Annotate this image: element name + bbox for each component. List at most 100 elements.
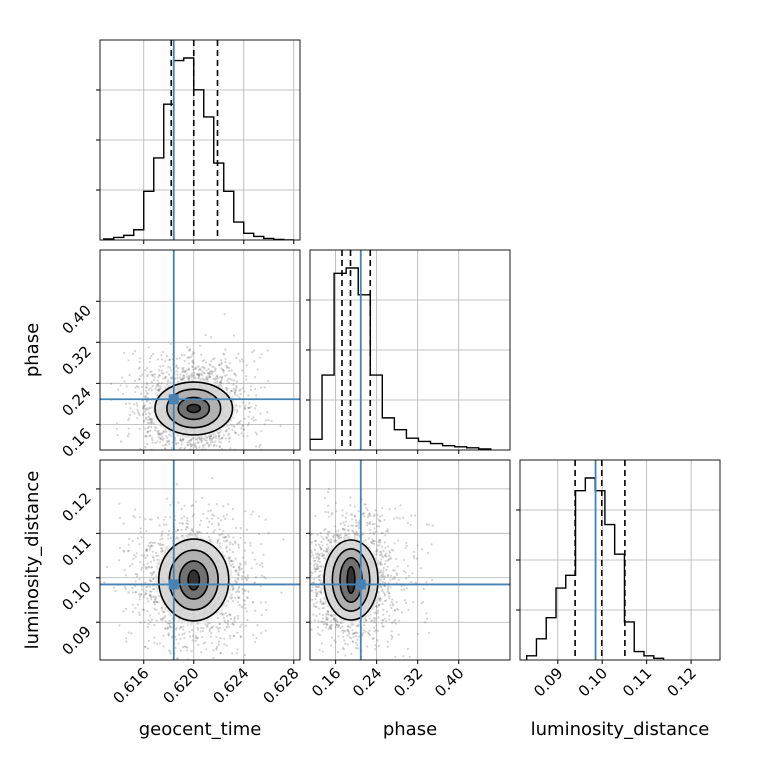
sample-point bbox=[160, 358, 163, 361]
sample-point bbox=[181, 522, 185, 526]
sample-point bbox=[319, 531, 323, 535]
sample-point bbox=[260, 353, 263, 356]
sample-point bbox=[165, 453, 167, 455]
sample-point bbox=[219, 651, 223, 655]
sample-point bbox=[138, 366, 141, 369]
sample-point bbox=[149, 370, 152, 374]
sample-point bbox=[151, 572, 154, 576]
sample-point bbox=[202, 512, 205, 516]
sample-point bbox=[201, 636, 204, 639]
sample-point bbox=[141, 608, 144, 611]
sample-point bbox=[237, 596, 240, 600]
sample-point bbox=[188, 630, 191, 633]
sample-point bbox=[145, 435, 148, 438]
sample-point bbox=[341, 629, 344, 632]
sample-point bbox=[190, 455, 192, 457]
sample-point bbox=[341, 625, 344, 628]
sample-point bbox=[232, 587, 235, 590]
sample-point bbox=[220, 453, 222, 455]
sample-point bbox=[147, 619, 150, 622]
sample-point bbox=[148, 425, 151, 428]
sample-point bbox=[237, 546, 240, 549]
sample-point bbox=[209, 372, 212, 375]
sample-point bbox=[264, 419, 268, 422]
sample-point bbox=[150, 590, 153, 593]
sample-point bbox=[135, 552, 138, 555]
sample-point bbox=[135, 575, 139, 578]
sample-point bbox=[180, 440, 184, 443]
sample-point bbox=[140, 566, 143, 569]
sample-point bbox=[207, 452, 209, 454]
sample-point bbox=[237, 352, 240, 355]
sample-point bbox=[158, 432, 162, 435]
sample-point bbox=[393, 575, 396, 579]
sample-point bbox=[244, 607, 247, 610]
sample-point bbox=[212, 531, 215, 534]
sample-point bbox=[379, 550, 382, 553]
sample-point bbox=[155, 453, 157, 455]
sample-point bbox=[254, 407, 257, 410]
sample-point bbox=[203, 439, 207, 442]
sample-point bbox=[165, 371, 168, 374]
sample-point bbox=[153, 600, 156, 604]
sample-point bbox=[238, 596, 241, 599]
sample-point bbox=[164, 376, 167, 379]
sample-point bbox=[139, 621, 142, 624]
sample-point bbox=[391, 635, 394, 639]
sample-point bbox=[297, 582, 299, 584]
sample-point bbox=[224, 437, 227, 440]
sample-point bbox=[157, 433, 160, 436]
sample-point bbox=[207, 510, 210, 513]
sample-point bbox=[157, 432, 160, 435]
sample-point bbox=[218, 627, 221, 630]
sample-point bbox=[279, 424, 282, 427]
sample-point bbox=[191, 503, 194, 507]
sample-point bbox=[237, 571, 240, 574]
sample-point bbox=[262, 553, 265, 556]
sample-point bbox=[213, 480, 215, 482]
sample-point bbox=[194, 367, 197, 370]
sample-point bbox=[235, 386, 238, 389]
sample-point bbox=[320, 642, 324, 645]
sample-point bbox=[143, 404, 146, 407]
sample-point bbox=[164, 615, 167, 618]
sample-point bbox=[229, 559, 233, 562]
sample-point bbox=[213, 529, 216, 532]
sample-point bbox=[154, 429, 157, 432]
sample-point bbox=[242, 599, 245, 602]
sample-point bbox=[183, 353, 186, 357]
sample-point bbox=[146, 442, 149, 446]
sample-point bbox=[167, 632, 170, 635]
sample-point bbox=[176, 528, 179, 531]
sample-point bbox=[174, 628, 177, 631]
sample-point bbox=[156, 379, 159, 382]
sample-point bbox=[216, 645, 219, 648]
sample-point bbox=[201, 360, 204, 363]
sample-point bbox=[175, 657, 178, 660]
sample-point bbox=[191, 351, 195, 354]
sample-point bbox=[222, 369, 225, 372]
sample-point bbox=[131, 539, 134, 543]
sample-point bbox=[347, 630, 351, 634]
sample-point bbox=[118, 624, 121, 627]
sample-point bbox=[150, 451, 152, 453]
sample-point bbox=[201, 496, 204, 499]
sample-point bbox=[129, 413, 132, 417]
sample-point bbox=[232, 425, 235, 428]
sample-point bbox=[335, 533, 338, 537]
sample-point bbox=[206, 532, 209, 535]
sample-point bbox=[160, 533, 163, 536]
sample-point bbox=[150, 436, 154, 440]
sample-point bbox=[160, 547, 163, 550]
sample-point bbox=[327, 539, 330, 542]
sample-point bbox=[210, 626, 213, 629]
sample-point bbox=[264, 629, 268, 632]
sample-point bbox=[157, 376, 160, 379]
sample-point bbox=[250, 513, 253, 516]
sample-point bbox=[190, 455, 192, 457]
sample-point bbox=[219, 380, 223, 383]
sample-point bbox=[249, 385, 253, 388]
sample-point bbox=[205, 377, 209, 380]
sample-point bbox=[395, 573, 399, 576]
sample-point bbox=[226, 625, 229, 628]
